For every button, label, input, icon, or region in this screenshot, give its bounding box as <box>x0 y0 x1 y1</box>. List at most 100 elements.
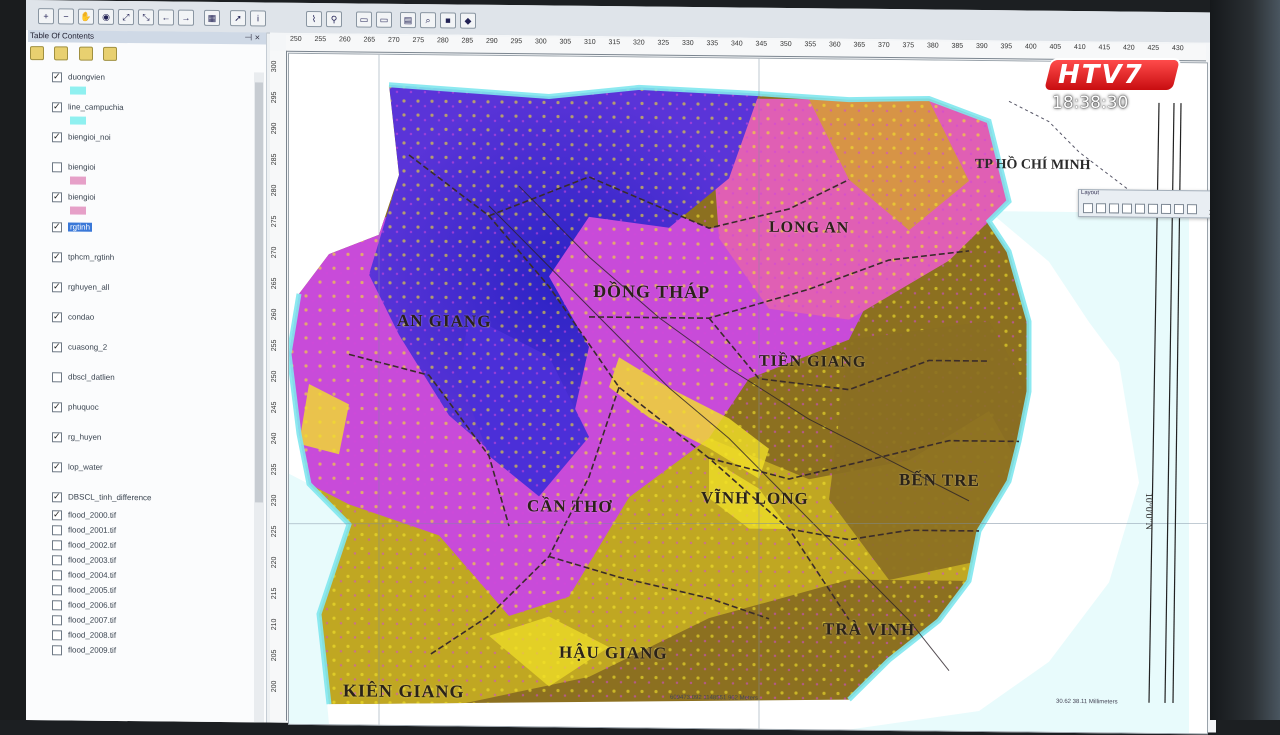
layer-name[interactable]: rg_huyen <box>68 432 102 442</box>
layer-name[interactable]: biengioi_noi <box>68 132 111 142</box>
select-elements-icon[interactable]: ➚ <box>230 10 246 27</box>
layer-visibility-checkbox[interactable] <box>52 540 62 551</box>
toc-layer-row[interactable]: biengioi_noi <box>52 130 111 145</box>
toc-layer-row[interactable]: flood_2004.tif <box>52 568 116 583</box>
toc-layer-row[interactable]: biengioi <box>52 160 96 174</box>
zoom-out-page-icon[interactable] <box>1096 203 1106 214</box>
zoom-100-icon[interactable] <box>1135 203 1145 214</box>
list-by-drawing-order-icon[interactable] <box>30 46 44 61</box>
toc-layer-row[interactable]: flood_2009.tif <box>52 643 116 658</box>
layer-name[interactable]: flood_2004.tif <box>68 570 117 580</box>
toc-layer-row[interactable]: flood_2000.tif <box>52 508 116 523</box>
layer-name[interactable]: rghuyen_all <box>68 282 110 292</box>
layer-name[interactable]: DBSCL_tinh_difference <box>68 492 152 503</box>
layer-name[interactable]: flood_2008.tif <box>68 630 117 640</box>
measure-icon[interactable]: ⌇ <box>306 10 322 28</box>
toc-layer-row[interactable]: rg_huyen <box>52 430 101 445</box>
layer-name[interactable]: flood_2005.tif <box>68 585 117 595</box>
toc-layer-row[interactable]: lop_water <box>52 460 103 475</box>
layer-visibility-checkbox[interactable] <box>52 372 62 383</box>
scrollbar-thumb[interactable] <box>255 82 263 503</box>
layer-visibility-checkbox[interactable] <box>52 462 62 473</box>
layout-tool-icon[interactable]: ▭ <box>376 11 392 28</box>
toc-layer-row[interactable]: flood_2006.tif <box>52 598 116 613</box>
layer-visibility-checkbox[interactable] <box>52 600 62 611</box>
toc-layer-row[interactable]: flood_2005.tif <box>52 583 116 598</box>
list-by-selection-icon[interactable] <box>103 46 118 61</box>
prev-extent-page-icon[interactable] <box>1174 204 1184 215</box>
toc-layer-row[interactable]: DBSCL_tinh_difference <box>52 490 151 505</box>
toc-layer-row[interactable]: dbscl_datlien <box>52 370 115 385</box>
toc-layer-row[interactable]: condao <box>52 310 94 324</box>
layer-name[interactable]: line_campuchia <box>68 102 124 113</box>
layer-visibility-checkbox[interactable] <box>52 525 62 536</box>
layer-name[interactable]: cuasong_2 <box>68 342 108 352</box>
layer-visibility-checkbox[interactable] <box>52 252 62 263</box>
find-icon[interactable]: ⚲ <box>326 11 342 28</box>
toc-layer-row[interactable]: rgtinh <box>52 220 93 234</box>
layer-name[interactable]: dbscl_datlien <box>68 372 115 382</box>
layer-visibility-checkbox[interactable] <box>52 102 62 113</box>
next-extent-page-icon[interactable] <box>1187 204 1197 215</box>
layer-visibility-checkbox[interactable] <box>52 282 62 293</box>
toc-layer-row[interactable]: flood_2003.tif <box>52 553 116 568</box>
fixed-zoom-out-page-icon[interactable] <box>1161 203 1171 214</box>
layer-name[interactable]: rgtinh <box>68 222 93 232</box>
layer-visibility-checkbox[interactable] <box>52 510 62 521</box>
layer-name[interactable]: flood_2002.tif <box>68 540 117 550</box>
layer-name[interactable]: flood_2000.tif <box>68 510 117 520</box>
layer-visibility-checkbox[interactable] <box>52 615 62 626</box>
layer-name[interactable]: biengioi <box>68 192 96 202</box>
layer-visibility-checkbox[interactable] <box>52 432 62 443</box>
search-icon[interactable]: ⌕ <box>420 12 436 29</box>
toc-layer-row[interactable]: flood_2001.tif <box>52 523 116 538</box>
layer-visibility-checkbox[interactable] <box>52 402 62 413</box>
layer-visibility-checkbox[interactable] <box>52 162 62 173</box>
arctoolbox-icon[interactable]: ■ <box>440 12 456 29</box>
layer-visibility-checkbox[interactable] <box>52 645 62 656</box>
layer-visibility-checkbox[interactable] <box>52 192 62 203</box>
layer-visibility-checkbox[interactable] <box>52 132 62 143</box>
fixed-zoom-out-icon[interactable]: ⤡ <box>138 9 154 26</box>
pan-icon[interactable]: ✋ <box>78 8 94 25</box>
layer-name[interactable]: lop_water <box>68 462 103 472</box>
layer-name[interactable]: flood_2009.tif <box>68 645 117 655</box>
toc-layer-row[interactable]: rghuyen_all <box>52 280 109 295</box>
toc-layer-row[interactable]: flood_2008.tif <box>52 628 116 643</box>
layer-visibility-checkbox[interactable] <box>52 585 62 596</box>
catalog-icon[interactable]: ▤ <box>400 11 416 29</box>
toc-scrollbar[interactable] <box>254 72 264 723</box>
back-icon[interactable]: ← <box>158 9 174 26</box>
toc-layer-row[interactable]: cuasong_2 <box>52 340 107 355</box>
layout-view[interactable]: 250 255 260 265 270 275 280 285 290 295 300 305 310 3… <box>270 32 1280 735</box>
zoom-in-page-icon[interactable] <box>1083 203 1093 214</box>
layout-tool-icon[interactable]: ▭ <box>356 11 372 28</box>
zoom-out-icon[interactable]: − <box>58 8 74 25</box>
layer-visibility-checkbox[interactable] <box>52 492 62 503</box>
zoom-in-icon[interactable]: + <box>38 8 54 25</box>
layer-visibility-checkbox[interactable] <box>52 342 62 353</box>
list-by-visibility-icon[interactable] <box>78 46 93 61</box>
zoom-whole-page-icon[interactable] <box>1122 203 1132 214</box>
layer-name[interactable]: flood_2003.tif <box>68 555 117 565</box>
layer-visibility-checkbox[interactable] <box>52 222 62 233</box>
layer-name[interactable]: tphcm_rgtinh <box>68 252 115 262</box>
layer-name[interactable]: flood_2006.tif <box>68 600 117 610</box>
toc-layer-row[interactable]: flood_2007.tif <box>52 613 116 628</box>
fixed-zoom-in-icon[interactable]: ⤢ <box>118 8 134 26</box>
toc-layer-row[interactable]: biengioi <box>52 190 96 204</box>
toc-layer-row[interactable]: flood_2002.tif <box>52 538 116 553</box>
layer-name[interactable]: duongvien <box>68 72 105 82</box>
layer-name[interactable]: flood_2007.tif <box>68 615 117 625</box>
layer-name[interactable]: condao <box>68 312 95 322</box>
forward-icon[interactable]: → <box>178 9 194 26</box>
identify-icon[interactable]: i <box>250 10 266 27</box>
toc-layer-row[interactable]: line_campuchia <box>52 100 124 115</box>
toc-layer-row[interactable]: phuquoc <box>52 400 99 414</box>
layout-page[interactable]: ĐỒNG THÁP AN GIANG LONG AN TIỀN GIANG CẦ… <box>288 52 1208 735</box>
python-icon[interactable]: ◆ <box>460 12 476 29</box>
flood-map[interactable] <box>289 53 1207 734</box>
list-by-source-icon[interactable] <box>54 46 69 61</box>
layer-visibility-checkbox[interactable] <box>52 72 62 83</box>
layer-name[interactable]: flood_2001.tif <box>68 525 117 535</box>
